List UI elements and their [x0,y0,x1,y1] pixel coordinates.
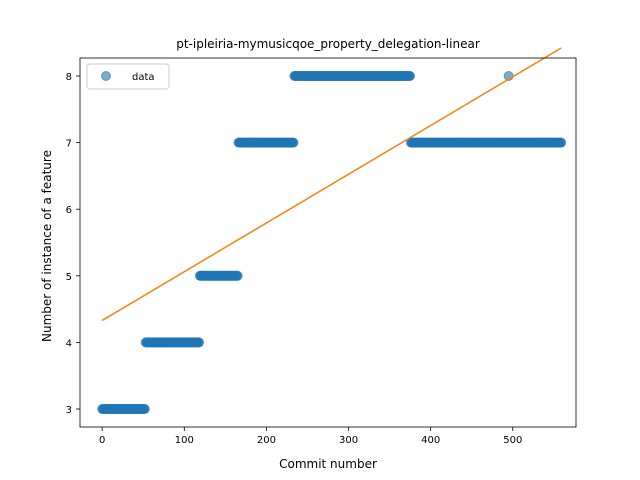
y-axis-label: Number of instance of a feature [40,150,54,342]
y-tick-label: 4 [66,338,72,349]
x-tick-label: 100 [175,435,194,446]
data-point [288,137,299,148]
x-tick-label: 500 [503,435,522,446]
y-tick-label: 5 [66,272,72,283]
data-series [97,70,567,415]
data-point [232,270,243,281]
y-tick-label: 3 [66,405,72,416]
x-axis-label: Commit number [279,457,377,471]
chart-title: pt-ipleiria-mymusicqoe_property_delegati… [176,37,480,51]
x-tick-label: 400 [421,435,440,446]
legend: data [86,63,170,90]
plot-area [79,47,577,428]
legend-marker-data [101,71,111,81]
x-tick-label: 0 [99,435,105,446]
y-tick-label: 8 [66,72,72,83]
x-axis-ticks: 0 100 200 300 400 500 [99,427,522,446]
data-point [194,337,205,348]
data-point [139,404,150,415]
y-tick-label: 6 [66,205,72,216]
x-tick-label: 200 [257,435,276,446]
legend-label-data: data [132,72,155,83]
y-tick-label: 7 [66,139,72,150]
y-axis-ticks: 3 4 5 6 7 8 [66,72,80,416]
x-tick-label: 300 [339,435,358,446]
data-point [405,70,416,81]
legend-box [86,63,170,90]
axes-frame [79,57,577,428]
data-point [556,137,567,148]
fit-line [101,47,562,322]
